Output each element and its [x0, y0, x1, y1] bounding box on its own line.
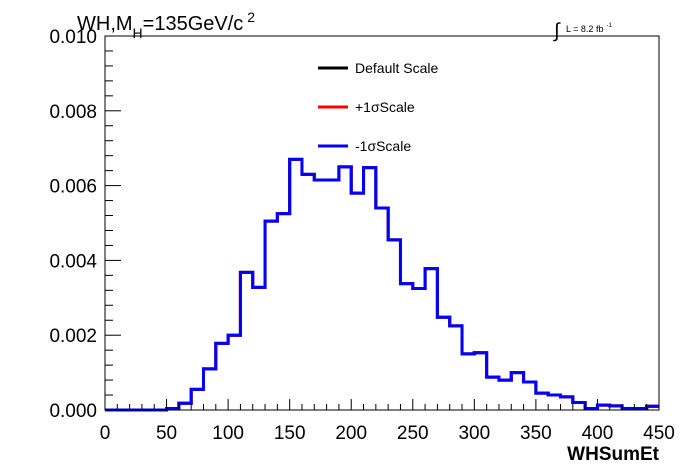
integral-symbol: ∫: [553, 20, 561, 42]
title-rest: =135GeV/c: [143, 13, 244, 35]
series-line-0: [105, 157, 659, 412]
x-tick-label-4: 200: [335, 423, 367, 444]
x-tick-label-1: 50: [156, 423, 177, 444]
plot-frame: [104, 35, 660, 411]
luminosity-annotation: L = 8.2 fb -1: [566, 23, 612, 34]
x-axis-label: WHSumEt: [567, 444, 660, 465]
y-tick-label-2: 0.004: [49, 251, 97, 272]
y-axis-ticks: [105, 35, 121, 411]
y-axis-tick-labels: 0.000 0.002 0.004 0.006 0.008 0.010: [49, 27, 97, 422]
title-superscript: 2: [247, 9, 255, 25]
legend-label-1: +1σScale: [355, 99, 415, 115]
legend-label-2: -1σScale: [355, 138, 411, 154]
x-tick-label-2: 100: [212, 423, 244, 444]
y-tick-label-5: 0.010: [49, 27, 97, 48]
y-tick-label-1: 0.002: [49, 326, 97, 347]
title-subscript: H: [133, 25, 143, 41]
legend: Default Scale +1σScale -1σScale: [318, 60, 438, 154]
series-layer: [105, 157, 659, 412]
x-tick-label-8: 400: [582, 423, 614, 444]
luminosity-superscript: -1: [606, 23, 612, 29]
y-tick-label-4: 0.008: [49, 102, 97, 123]
series-line-2: [105, 157, 659, 412]
chart-title: WH,MH=135GeV/c 2: [77, 9, 255, 41]
x-tick-label-6: 300: [458, 423, 490, 444]
luminosity-text: L = 8.2 fb: [566, 24, 603, 34]
legend-label-0: Default Scale: [355, 60, 438, 76]
x-tick-label-0: 0: [100, 423, 111, 444]
x-axis-tick-labels: 0 50 100 150 200 250 300 350 400 450: [100, 423, 675, 444]
x-tick-label-9: 450: [643, 423, 675, 444]
x-tick-label-7: 350: [520, 423, 552, 444]
y-tick-label-3: 0.006: [49, 177, 97, 198]
y-tick-label-0: 0.000: [49, 401, 97, 422]
x-tick-label-5: 250: [397, 423, 429, 444]
series-line-1: [105, 157, 659, 412]
title-prefix: WH,M: [77, 13, 133, 35]
x-tick-label-3: 150: [274, 423, 306, 444]
x-axis-ticks: [104, 399, 660, 410]
